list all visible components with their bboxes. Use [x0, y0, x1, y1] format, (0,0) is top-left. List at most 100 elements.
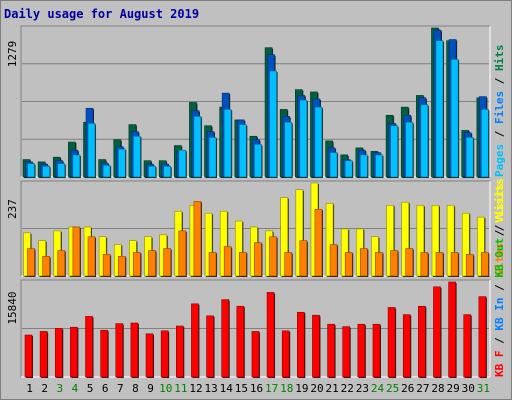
legend-item: KB F — [493, 351, 506, 378]
bar-pages — [239, 124, 248, 178]
bar-sites — [208, 252, 218, 277]
bar-kb-f — [130, 322, 139, 378]
bar-pages — [420, 104, 429, 178]
bar-visits — [325, 203, 335, 277]
bar-sites — [299, 240, 308, 277]
legend-separator: / — [493, 223, 506, 243]
x-tick-label: 29 — [447, 382, 460, 395]
bar-kb-f — [463, 314, 472, 378]
x-tick-label: 13 — [204, 382, 217, 395]
bar-kb-f — [297, 311, 306, 378]
legend-item: KB Out — [493, 238, 506, 278]
x-tick-label: 23 — [356, 382, 369, 395]
bar-sites — [117, 256, 127, 277]
bar-kb-f — [191, 303, 200, 378]
bar-visits — [235, 220, 244, 277]
bar-visits — [461, 212, 471, 277]
x-tick-label: 26 — [401, 382, 414, 395]
bar-kb-f — [327, 323, 336, 378]
x-tick-label: 30 — [462, 382, 475, 395]
x-tick-label: 28 — [431, 382, 444, 395]
bar-sites — [148, 250, 157, 277]
bar-pages — [405, 121, 414, 178]
x-tick-label: 15 — [235, 382, 248, 395]
bar-visits — [416, 205, 425, 277]
bar-sites — [420, 252, 429, 277]
x-tick-label: 3 — [57, 382, 64, 395]
bar-sites — [450, 252, 460, 277]
bar-kb-f — [206, 315, 215, 378]
bar-pages — [314, 106, 323, 178]
bar-pages — [390, 125, 399, 178]
legend-item: Hits — [493, 45, 506, 72]
bar-pages — [163, 165, 172, 178]
x-tick-label: 4 — [72, 382, 79, 395]
bar-kb-f — [342, 326, 351, 378]
panel-3-ymax-label: 15840 — [6, 291, 19, 324]
legend-item: Pages — [493, 144, 506, 177]
bar-kb-f — [387, 307, 397, 378]
x-tick-label: 20 — [310, 382, 323, 395]
bar-sites — [42, 256, 51, 277]
bar-kb-f — [281, 330, 291, 378]
x-tick-label: 18 — [280, 382, 293, 395]
bar-pages — [269, 70, 278, 178]
bar-sites — [344, 252, 354, 277]
bar-sites — [284, 252, 293, 277]
x-tick-label: 22 — [341, 382, 354, 395]
bar-kb-f — [175, 325, 185, 378]
bar-kb-f — [24, 334, 33, 378]
bar-kb-f — [100, 329, 109, 378]
legend-item: Sites — [493, 243, 506, 276]
panel-2-ymax-label: 237 — [6, 199, 19, 219]
bar-kb-f — [85, 316, 94, 378]
x-tick-label: 16 — [250, 382, 263, 395]
bar-pages — [133, 135, 142, 178]
x-tick-label: 12 — [189, 382, 202, 395]
bar-pages — [450, 59, 460, 178]
bar-visits — [446, 205, 456, 277]
x-tick-label: 6 — [102, 382, 109, 395]
bar-sites — [481, 252, 490, 277]
bar-kb-f — [312, 314, 321, 378]
bar-sites — [223, 246, 233, 277]
legend-item: Files — [493, 91, 506, 124]
bar-pages — [57, 163, 66, 178]
bar-pages — [284, 121, 293, 178]
bar-pages — [87, 123, 97, 178]
bar-pages — [102, 165, 112, 178]
bar-sites — [133, 252, 142, 277]
x-tick-label: 1 — [26, 382, 33, 395]
bar-pages — [42, 165, 51, 178]
bar-pages — [117, 148, 127, 178]
bar-pages — [375, 154, 384, 178]
bar-sites — [360, 248, 369, 277]
bar-sites — [405, 248, 414, 277]
bar-pages — [465, 137, 475, 178]
legend-item: KB In — [493, 298, 506, 331]
legend-separator: / — [493, 71, 506, 91]
x-tick-label: 2 — [41, 382, 48, 395]
bar-sites — [163, 248, 172, 277]
x-tick-label: 10 — [159, 382, 172, 395]
bar-pages — [435, 40, 444, 179]
bar-visits — [386, 205, 395, 277]
bar-sites — [193, 201, 202, 277]
bar-visits — [295, 189, 304, 277]
bar-pages — [148, 165, 157, 178]
bar-kb-f — [266, 292, 276, 378]
panel-1-ymax-label: 1279 — [6, 41, 19, 68]
x-tick-label: 31 — [477, 382, 490, 395]
bar-pages — [193, 116, 202, 178]
bar-pages — [299, 99, 308, 178]
bar-kb-f — [357, 323, 366, 378]
bar-sites — [239, 252, 248, 277]
bar-sites — [102, 254, 112, 277]
bar-kb-f — [160, 330, 170, 378]
bar-pages — [254, 144, 263, 178]
x-tick-label: 24 — [371, 382, 385, 395]
bar-kb-f — [145, 333, 155, 378]
bar-pages — [208, 137, 218, 178]
x-tick-label: 9 — [147, 382, 154, 395]
